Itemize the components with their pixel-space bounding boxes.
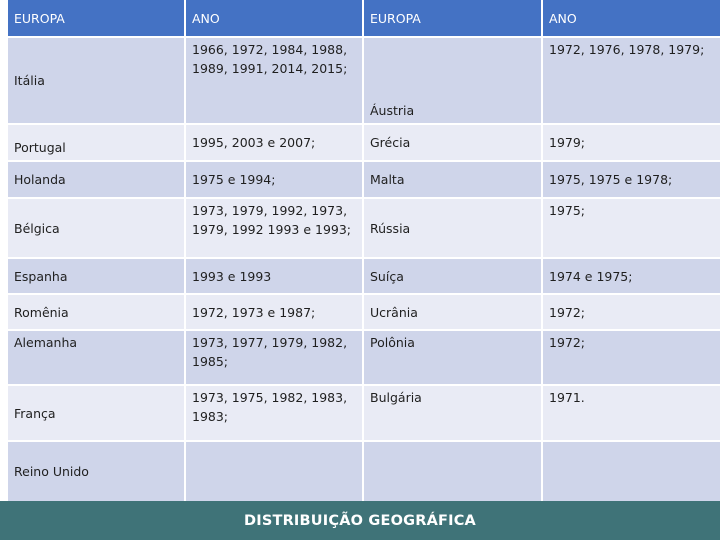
years-cell: 1972; bbox=[543, 295, 720, 329]
country-cell: Suíça bbox=[364, 259, 541, 293]
years-cell: 1972, 1976, 1978, 1979; bbox=[543, 38, 720, 123]
years-cell: 1973, 1975, 1982, 1983, 1983; bbox=[186, 386, 362, 440]
country-cell: Ucrânia bbox=[364, 295, 541, 329]
footer-title: DISTRIBUIÇÃO GEOGRÁFICA bbox=[244, 512, 476, 529]
years-cell: 1993 e 1993 bbox=[186, 259, 362, 293]
years-cell: 1975, 1975 e 1978; bbox=[543, 162, 720, 197]
years-cell bbox=[186, 442, 362, 501]
country-cell: Itália bbox=[8, 38, 184, 123]
country-cell bbox=[364, 442, 541, 501]
country-cell: Romênia bbox=[8, 295, 184, 329]
country-cell: Bulgária bbox=[364, 386, 541, 440]
country-cell: Espanha bbox=[8, 259, 184, 293]
country-cell: Polônia bbox=[364, 331, 541, 384]
years-cell: 1975; bbox=[543, 199, 720, 257]
years-cell: 1974 e 1975; bbox=[543, 259, 720, 293]
country-year-table: EUROPA ANO EUROPA ANO Itália 1966, 1972,… bbox=[8, 0, 720, 501]
years-cell: 1973, 1979, 1992, 1973, 1979, 1992 1993 … bbox=[186, 199, 362, 257]
country-cell: Holanda bbox=[8, 162, 184, 197]
years-cell bbox=[543, 442, 720, 501]
years-cell: 1973, 1977, 1979, 1982, 1985; bbox=[186, 331, 362, 384]
country-cell: França bbox=[8, 386, 184, 440]
country-cell: Grécia bbox=[364, 125, 541, 160]
years-cell: 1975 e 1994; bbox=[186, 162, 362, 197]
years-cell: 1972; bbox=[543, 331, 720, 384]
country-cell: Portugal bbox=[8, 125, 184, 160]
country-cell: Bélgica bbox=[8, 199, 184, 257]
header-europa-1: EUROPA bbox=[8, 0, 184, 36]
years-cell: 1979; bbox=[543, 125, 720, 160]
country-cell: Malta bbox=[364, 162, 541, 197]
years-cell: 1966, 1972, 1984, 1988, 1989, 1991, 2014… bbox=[186, 38, 362, 123]
country-cell: Rússia bbox=[364, 199, 541, 257]
header-ano-1: ANO bbox=[186, 0, 362, 36]
header-ano-2: ANO bbox=[543, 0, 720, 36]
country-cell: Alemanha bbox=[8, 331, 184, 384]
header-europa-2: EUROPA bbox=[364, 0, 541, 36]
country-cell: Reino Unido bbox=[8, 442, 184, 501]
years-cell: 1971. bbox=[543, 386, 720, 440]
country-cell: Áustria bbox=[364, 38, 541, 123]
years-cell: 1995, 2003 e 2007; bbox=[186, 125, 362, 160]
years-cell: 1972, 1973 e 1987; bbox=[186, 295, 362, 329]
footer-banner: DISTRIBUIÇÃO GEOGRÁFICA bbox=[0, 501, 720, 540]
